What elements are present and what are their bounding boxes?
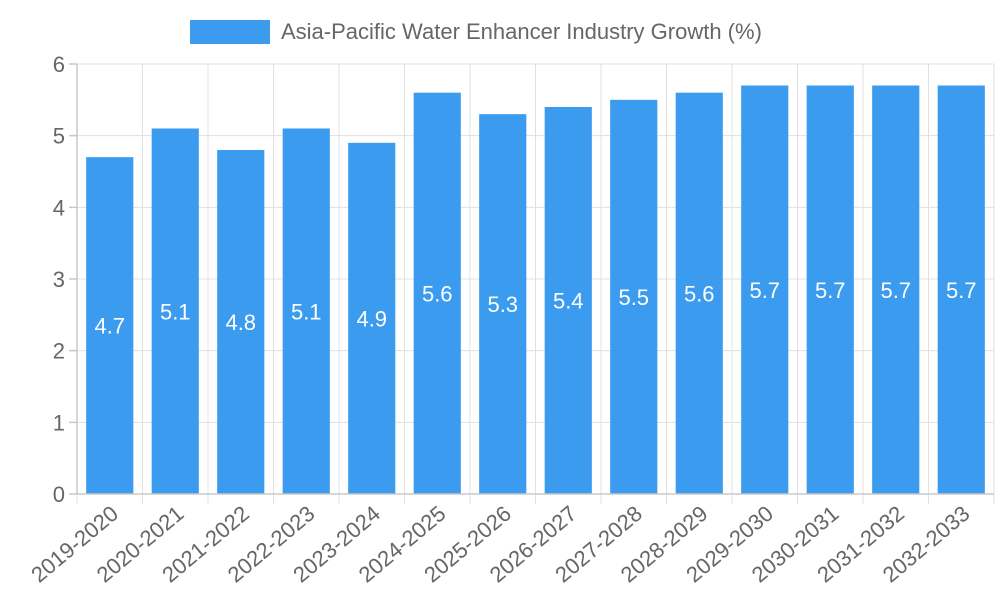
bar-value-label: 5.6 — [684, 281, 715, 306]
y-axis-ticks: 0 1 2 3 4 5 6 — [53, 52, 77, 507]
bars: 4.7 5.1 4.8 5.1 4.9 5.6 5.3 5.4 5.5 5.6 5.7 5.7 5.7 5… — [86, 85, 985, 495]
y-tick-label: 1 — [53, 410, 65, 435]
bar-value-label: 5.7 — [946, 278, 977, 303]
bar-2023-2024[interactable] — [348, 142, 396, 495]
bar-value-label: 4.9 — [356, 306, 387, 331]
bar-2020-2021[interactable] — [151, 128, 199, 495]
y-tick-label: 4 — [53, 195, 65, 220]
bar-value-label: 5.7 — [880, 278, 911, 303]
y-tick-label: 0 — [53, 482, 65, 507]
bar-value-label: 5.7 — [815, 278, 846, 303]
bar-2031-2032[interactable] — [872, 85, 920, 495]
y-tick-label: 6 — [53, 52, 65, 77]
bar-2029-2030[interactable] — [741, 85, 789, 495]
bar-value-label: 5.5 — [618, 285, 649, 310]
bar-2024-2025[interactable] — [413, 92, 461, 495]
bar-2021-2022[interactable] — [217, 150, 265, 494]
y-tick-label: 3 — [53, 267, 65, 292]
bar-2030-2031[interactable] — [806, 85, 854, 495]
bar-2028-2029[interactable] — [675, 92, 723, 495]
y-tick-label: 2 — [53, 339, 65, 364]
y-tick-label: 5 — [53, 124, 65, 149]
bar-2025-2026[interactable] — [479, 114, 527, 495]
bar-value-label: 5.1 — [160, 299, 191, 324]
x-axis-ticks: 2019-20202020-20212021-20222022-20232023… — [26, 501, 974, 588]
bar-value-label: 5.7 — [749, 278, 780, 303]
bar-2019-2020[interactable] — [86, 157, 134, 494]
bar-value-label: 5.3 — [487, 292, 518, 317]
grid — [76, 63, 995, 504]
axes — [76, 64, 994, 495]
legend[interactable]: Asia-Pacific Water Enhancer Industry Gro… — [190, 19, 762, 44]
bar-value-label: 4.7 — [94, 314, 125, 339]
bar-value-label: 5.6 — [422, 281, 453, 306]
bar-2022-2023[interactable] — [282, 128, 330, 495]
bar-value-label: 5.1 — [291, 299, 322, 324]
legend-label: Asia-Pacific Water Enhancer Industry Gro… — [281, 19, 762, 44]
bar-value-label: 4.8 — [225, 310, 256, 335]
bar-2027-2028[interactable] — [610, 99, 658, 494]
bar-value-label: 5.4 — [553, 289, 584, 314]
bar-2026-2027[interactable] — [544, 107, 592, 494]
legend-swatch — [190, 20, 270, 44]
bar-2032-2033[interactable] — [937, 85, 985, 495]
